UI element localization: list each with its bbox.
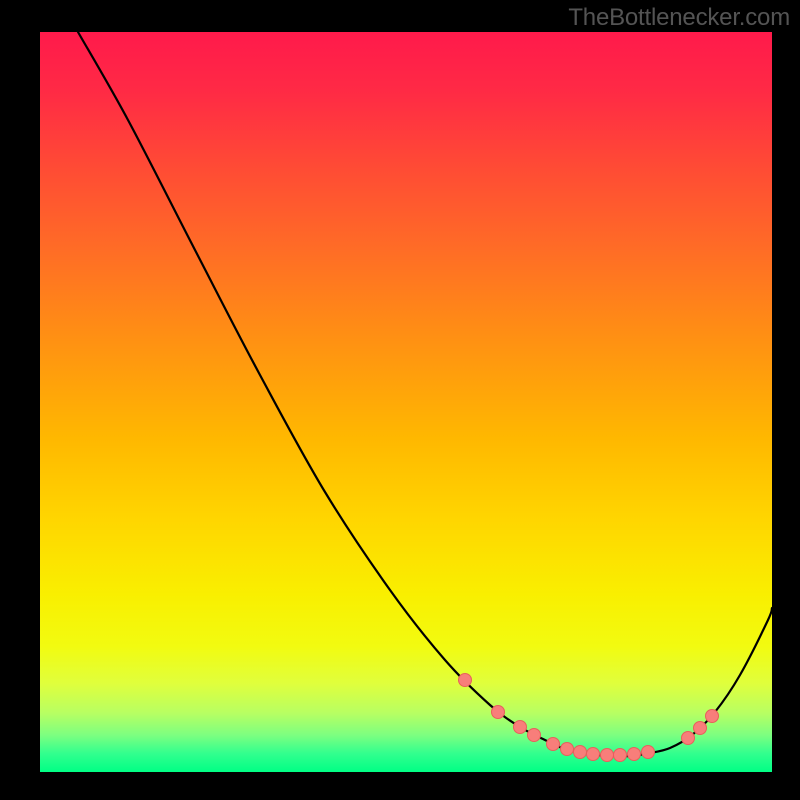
data-marker [601,749,614,762]
chart-overlay [0,0,800,800]
bottleneck-curve [78,32,772,756]
data-marker [682,732,695,745]
markers-group [459,674,719,762]
data-marker [561,743,574,756]
data-marker [528,729,541,742]
data-marker [574,746,587,759]
data-marker [642,746,655,759]
data-marker [547,738,560,751]
data-marker [706,710,719,723]
chart-frame: TheBottlenecker.com [0,0,800,800]
data-marker [514,721,527,734]
data-marker [492,706,505,719]
data-marker [459,674,472,687]
data-marker [628,748,641,761]
watermark-text: TheBottlenecker.com [568,4,790,32]
data-marker [614,749,627,762]
data-marker [587,748,600,761]
data-marker [694,722,707,735]
